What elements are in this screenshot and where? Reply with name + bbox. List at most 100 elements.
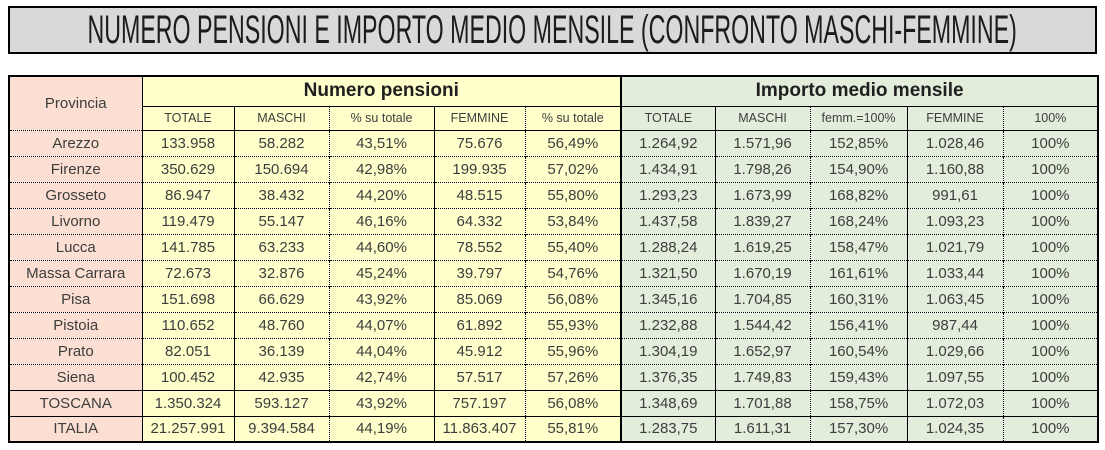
table-row: Livorno 119.479 55.147 46,16% 64.332 53,… [8,207,1099,234]
value-cell: 100% [1002,259,1099,286]
value-cell: 43,92% [328,389,434,416]
value-cell: 64.332 [433,207,525,234]
provincia-cell: Pistoia [8,311,142,338]
value-cell: 133.958 [141,129,234,156]
value-cell: 46,16% [328,207,434,234]
value-cell: 1.749,83 [714,363,811,390]
value-cell: 1.321,50 [620,259,716,286]
value-cell: 57,02% [524,155,622,182]
value-cell: 1.021,79 [906,233,1004,260]
value-cell: 100% [1002,155,1099,182]
value-cell: 168,24% [809,207,908,234]
value-cell: 1.232,88 [620,311,716,338]
value-cell: 100% [1002,389,1099,416]
table-row: Firenze 350.629 150.694 42,98% 199.935 5… [8,155,1099,182]
value-cell: 110.652 [141,311,234,338]
value-cell: 152,85% [809,129,908,156]
value-cell: 141.785 [141,233,234,260]
value-cell: 42,74% [328,363,434,390]
value-cell: 1.024,35 [906,415,1004,442]
table-row: ITALIA 21.257.991 9.394.584 44,19% 11.86… [8,415,1099,442]
value-cell: 1.434,91 [620,155,716,182]
page-title: NUMERO PENSIONI E IMPORTO MEDIO MENSILE … [87,7,1018,52]
value-cell: 9.394.584 [233,415,329,442]
value-cell: 1.304,19 [620,337,716,364]
value-cell: 55,80% [524,181,622,208]
table-row: Massa Carrara 72.673 32.876 45,24% 39.79… [8,259,1099,286]
table-row: Arezzo 133.958 58.282 43,51% 75.676 56,4… [8,129,1099,156]
value-cell: 151.698 [141,285,234,312]
subheader-imp-femm-100: femm.=100% [809,105,908,131]
value-cell: 56,08% [524,285,622,312]
value-cell: 1.652,97 [714,337,811,364]
value-cell: 156,41% [809,311,908,338]
value-cell: 56,08% [524,389,622,416]
value-cell: 56,49% [524,129,622,156]
value-cell: 158,75% [809,389,908,416]
provincia-cell: ITALIA [8,415,142,442]
value-cell: 1.072,03 [906,389,1004,416]
value-cell: 757.197 [433,389,525,416]
subheader-num-maschi: MASCHI [233,105,329,131]
value-cell: 85.069 [433,285,525,312]
value-cell: 100% [1002,129,1099,156]
value-cell: 57.517 [433,363,525,390]
value-cell: 43,51% [328,129,434,156]
value-cell: 1.673,99 [714,181,811,208]
value-cell: 159,43% [809,363,908,390]
table-row: Pistoia 110.652 48.760 44,07% 61.892 55,… [8,311,1099,338]
value-cell: 36.139 [233,337,329,364]
value-cell: 11.863.407 [433,415,525,442]
value-cell: 21.257.991 [141,415,234,442]
value-cell: 1.283,75 [620,415,716,442]
title-bar: NUMERO PENSIONI E IMPORTO MEDIO MENSILE … [8,6,1097,54]
group-header-numero-pensioni: Numero pensioni [141,75,622,106]
subheader-imp-maschi: MASCHI [714,105,811,131]
provincia-cell: Siena [8,363,142,390]
value-cell: 44,20% [328,181,434,208]
value-cell: 1.437,58 [620,207,716,234]
value-cell: 1.063,45 [906,285,1004,312]
subheader-imp-femmine: FEMMINE [906,105,1004,131]
value-cell: 1.704,85 [714,285,811,312]
value-cell: 1.798,26 [714,155,811,182]
value-cell: 1.839,27 [714,207,811,234]
value-cell: 1.348,69 [620,389,716,416]
value-cell: 63.233 [233,233,329,260]
value-cell: 100% [1002,181,1099,208]
value-cell: 45.912 [433,337,525,364]
value-cell: 1.293,23 [620,181,716,208]
value-cell: 39.797 [433,259,525,286]
value-cell: 1.029,66 [906,337,1004,364]
value-cell: 157,30% [809,415,908,442]
group-header-importo-medio: Importo medio mensile [620,75,1099,106]
value-cell: 82.051 [141,337,234,364]
value-cell: 100.452 [141,363,234,390]
value-cell: 1.028,46 [906,129,1004,156]
value-cell: 1.093,23 [906,207,1004,234]
value-cell: 44,07% [328,311,434,338]
value-cell: 32.876 [233,259,329,286]
value-cell: 100% [1002,285,1099,312]
value-cell: 1.611,31 [714,415,811,442]
value-cell: 1.264,92 [620,129,716,156]
value-cell: 55,96% [524,337,622,364]
value-cell: 61.892 [433,311,525,338]
value-cell: 55,40% [524,233,622,260]
value-cell: 991,61 [906,181,1004,208]
value-cell: 100% [1002,207,1099,234]
provincia-cell: Arezzo [8,129,142,156]
table-row: Siena 100.452 42.935 42,74% 57.517 57,26… [8,363,1099,390]
provincia-cell: Pisa [8,285,142,312]
value-cell: 1.160,88 [906,155,1004,182]
value-cell: 78.552 [433,233,525,260]
table-body: Arezzo 133.958 58.282 43,51% 75.676 56,4… [8,129,1099,442]
value-cell: 1.544,42 [714,311,811,338]
subheader-imp-100: 100% [1002,105,1099,131]
value-cell: 160,31% [809,285,908,312]
subheader-num-pct-femmine: % su totale [524,105,622,131]
value-cell: 42,98% [328,155,434,182]
provincia-column-header: Provincia [8,75,142,130]
value-cell: 1.350.324 [141,389,234,416]
value-cell: 1.571,96 [714,129,811,156]
